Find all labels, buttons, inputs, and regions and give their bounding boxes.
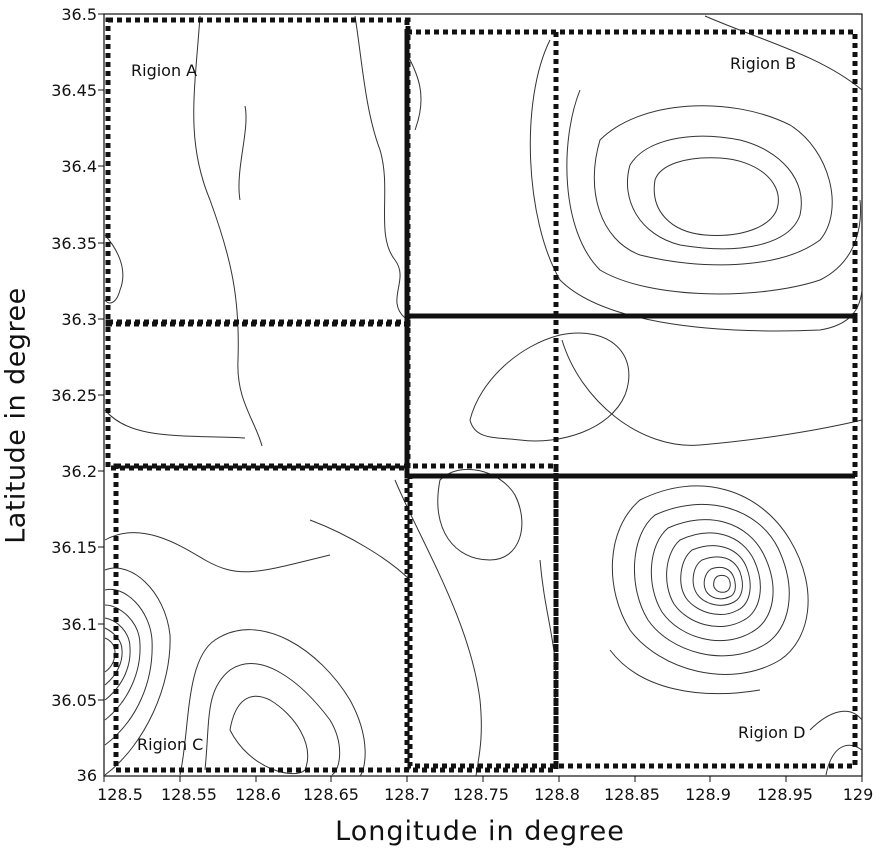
y-tick-label: 36.45 [51,81,97,100]
x-tick-label: 128.6 [235,785,281,804]
x-tick-label: 128.55 [161,785,217,804]
y-tick-label: 36.05 [51,691,97,710]
x-tick-label: 128.8 [534,785,580,804]
y-tick-labels: 36.5 36.45 36.4 36.35 36.3 36.25 36.2 36… [51,5,97,785]
y-tick-label: 36 [77,766,97,785]
x-tick-label: 128.9 [685,785,731,804]
x-tick-label: 128.75 [453,785,509,804]
y-tick-label: 36.15 [51,538,97,557]
x-tick-label: 128.5 [97,785,143,804]
region-b-label: Rigion B [730,54,796,73]
region-a-label: Rigion A [131,61,197,80]
y-tick-label: 36.3 [61,310,97,329]
region-b-border [404,29,858,319]
y-tick-label: 36.2 [61,462,97,481]
x-tick-label: 128.95 [757,785,813,804]
x-tick-label: 129 [843,785,874,804]
region-labels: Rigion A Rigion B Rigion C Rigion D [131,54,806,754]
region-borders [105,17,858,773]
x-axis-title: Longitude in degree [335,816,625,847]
y-tick-label: 36.1 [61,615,97,634]
x-tick-label: 128.65 [303,785,359,804]
x-tick-label: 128.85 [604,785,660,804]
region-d-border [407,473,858,769]
region-c-label: Rigion C [137,735,203,754]
x-tick-label: 128.7 [384,785,430,804]
y-tick-label: 36.25 [51,386,97,405]
y-tick-label: 36.35 [51,234,97,253]
plot-frame [103,13,863,777]
x-tick-labels: 128.5 128.55 128.6 128.65 128.7 128.75 1… [97,785,873,804]
contour-lines [104,15,863,777]
tick-marks [98,13,863,782]
region-mid-border [404,313,858,479]
y-tick-label: 36.4 [61,157,97,176]
region-c-border [113,463,559,773]
y-tick-label: 36.5 [61,5,97,24]
region-d-label: Rigion D [738,723,806,742]
region-a-lower-border [105,319,411,471]
y-axis-title: Latitude in degree [0,287,32,544]
